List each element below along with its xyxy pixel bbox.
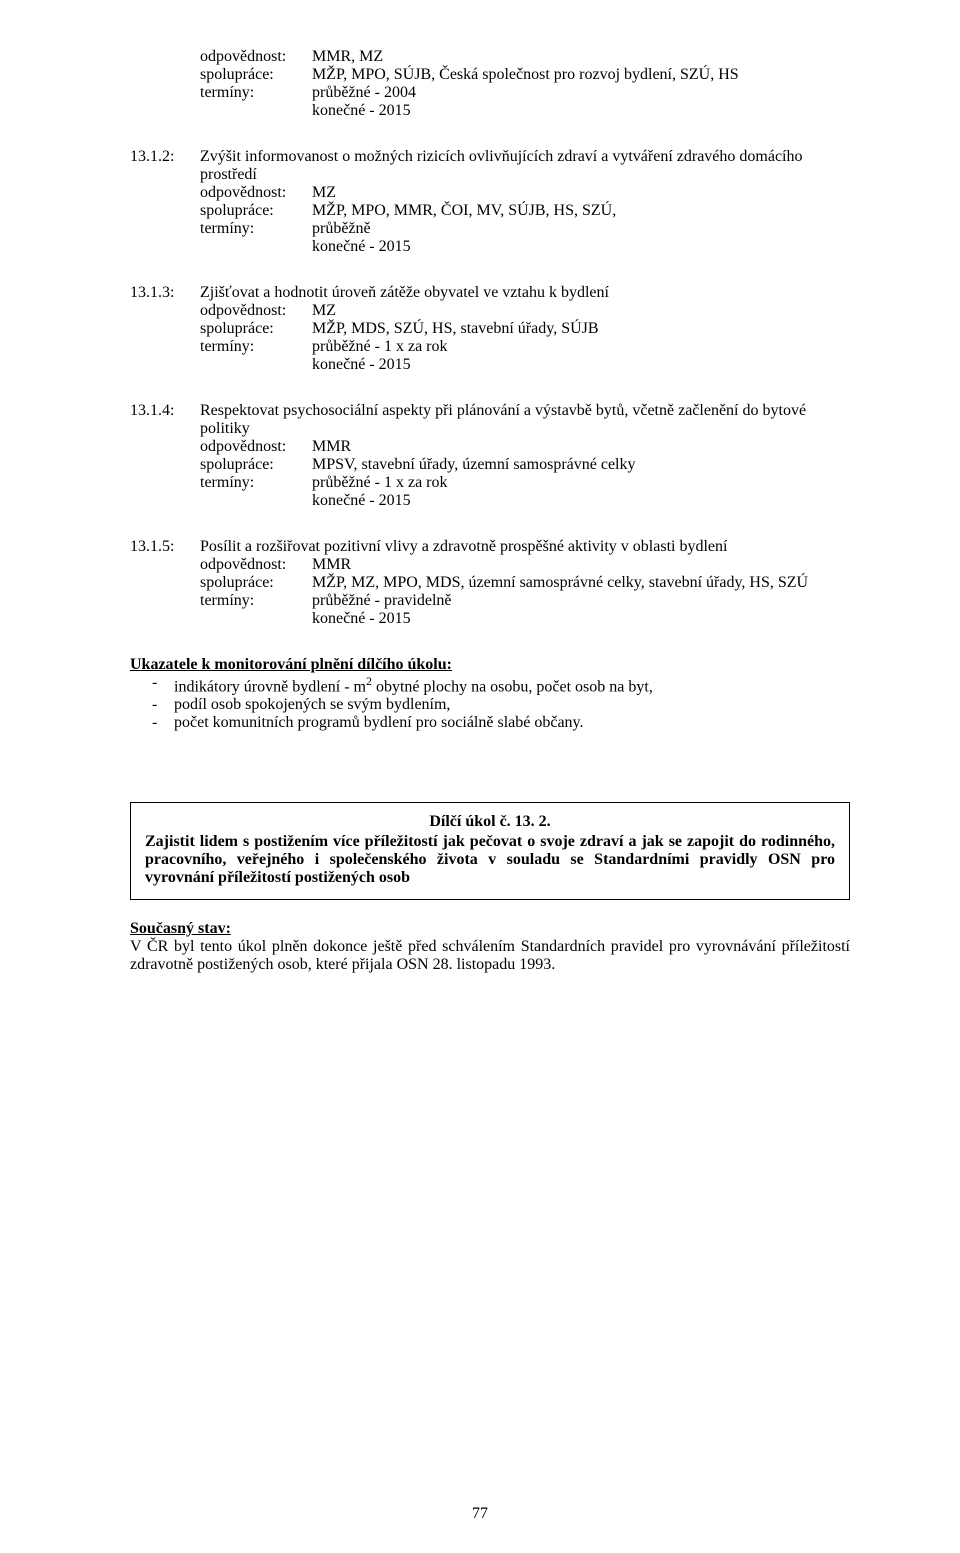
kv-row: odpovědnost: MZ — [200, 302, 850, 320]
kv-label: termíny: — [200, 592, 312, 610]
kv-value: průběžně — [312, 220, 850, 238]
entry-number: 13.1.5: — [130, 538, 200, 628]
entry-body: Posílit a rozšiřovat pozitivní vlivy a z… — [200, 538, 850, 628]
entry-body: Zvýšit informovanost o možných rizicích … — [200, 148, 850, 256]
kv-value: MMR — [312, 556, 850, 574]
entry-number: 13.1.3: — [130, 284, 200, 374]
entry-number-spacer — [130, 48, 200, 120]
kv-label: odpovědnost: — [200, 48, 312, 66]
kv-row: odpovědnost: MMR, MZ — [200, 48, 850, 66]
kv-label: odpovědnost: — [200, 184, 312, 202]
kv-row: spolupráce: MŽP, MZ, MPO, MDS, územní sa… — [200, 574, 850, 592]
kv-value: MZ — [312, 302, 850, 320]
indicators-heading: Ukazatele k monitorování plnění dílčího … — [130, 656, 850, 674]
list-item: - počet komunitních programů bydlení pro… — [152, 714, 850, 732]
kv-row: spolupráce: MŽP, MDS, SZÚ, HS, stavební … — [200, 320, 850, 338]
kv-value: průběžné - pravidelně — [312, 592, 850, 610]
li-post: obytné plochy na osobu, počet osob na by… — [372, 678, 653, 695]
list-item: - podíl osob spokojených se svým bydlení… — [152, 696, 850, 714]
entry-body-top: odpovědnost: MMR, MZ spolupráce: MŽP, MP… — [200, 48, 850, 120]
entry-13-1-3: 13.1.3: Zjišťovat a hodnotit úroveň zátě… — [130, 284, 850, 374]
kv-cont: konečné - 2015 — [312, 610, 850, 628]
kv-label: odpovědnost: — [200, 302, 312, 320]
kv-row: termíny: průběžné - 1 x za rok — [200, 474, 850, 492]
kv-label: termíny: — [200, 338, 312, 356]
task-box-title: Dílčí úkol č. 13. 2. — [145, 813, 835, 831]
kv-cont: konečné - 2015 — [312, 238, 850, 256]
dash-icon: - — [152, 674, 174, 696]
kv-row: spolupráce: MŽP, MPO, SÚJB, Česká společ… — [200, 66, 850, 84]
kv-value: MZ — [312, 184, 850, 202]
kv-value: MMR, MZ — [312, 48, 850, 66]
dash-icon: - — [152, 714, 174, 732]
kv-row: spolupráce: MŽP, MPO, MMR, ČOI, MV, SÚJB… — [200, 202, 850, 220]
page-number: 77 — [0, 1505, 960, 1523]
kv-label: spolupráce: — [200, 320, 312, 338]
kv-row: odpovědnost: MMR — [200, 438, 850, 456]
entry-number: 13.1.2: — [130, 148, 200, 256]
list-item-text: podíl osob spokojených se svým bydlením, — [174, 696, 450, 714]
li-pre: indikátory úrovně bydlení - m — [174, 678, 366, 695]
dash-icon: - — [152, 696, 174, 714]
entry-body: Zjišťovat a hodnotit úroveň zátěže obyva… — [200, 284, 850, 374]
entry-lead: Zjišťovat a hodnotit úroveň zátěže obyva… — [200, 284, 850, 302]
kv-row: spolupráce: MPSV, stavební úřady, územní… — [200, 456, 850, 474]
kv-value: průběžné - 1 x za rok — [312, 338, 850, 356]
kv-value: MŽP, MPO, SÚJB, Česká společnost pro roz… — [312, 66, 850, 84]
kv-cont: konečné - 2015 — [312, 102, 850, 120]
entry-number: 13.1.4: — [130, 402, 200, 510]
kv-value: MŽP, MPO, MMR, ČOI, MV, SÚJB, HS, SZÚ, — [312, 202, 850, 220]
kv-value: MMR — [312, 438, 850, 456]
current-state-text: V ČR byl tento úkol plněn dokonce ještě … — [130, 938, 850, 974]
kv-cont: konečné - 2015 — [312, 492, 850, 510]
entry-13-1-4: 13.1.4: Respektovat psychosociální aspek… — [130, 402, 850, 510]
entry-13-1-2: 13.1.2: Zvýšit informovanost o možných r… — [130, 148, 850, 256]
kv-label: odpovědnost: — [200, 438, 312, 456]
kv-label: spolupráce: — [200, 66, 312, 84]
kv-label: spolupráce: — [200, 574, 312, 592]
kv-label: termíny: — [200, 84, 312, 102]
entry-lead: Posílit a rozšiřovat pozitivní vlivy a z… — [200, 538, 850, 556]
kv-value: MŽP, MZ, MPO, MDS, územní samosprávné ce… — [312, 574, 850, 592]
entry-lead: Respektovat psychosociální aspekty při p… — [200, 402, 850, 438]
kv-row: odpovědnost: MMR — [200, 556, 850, 574]
entry-top: odpovědnost: MMR, MZ spolupráce: MŽP, MP… — [130, 48, 850, 120]
entry-13-1-5: 13.1.5: Posílit a rozšiřovat pozitivní v… — [130, 538, 850, 628]
li-pre: počet komunitních programů bydlení pro s… — [174, 714, 584, 731]
kv-value: průběžné - 2004 — [312, 84, 850, 102]
kv-row: odpovědnost: MZ — [200, 184, 850, 202]
kv-label: termíny: — [200, 474, 312, 492]
kv-value: MPSV, stavební úřady, územní samosprávné… — [312, 456, 850, 474]
indicators-list: - indikátory úrovně bydlení - m2 obytné … — [152, 674, 850, 732]
kv-cont: konečné - 2015 — [312, 356, 850, 374]
task-box-text: Zajistit lidem s postižením více příleži… — [145, 833, 835, 887]
current-state-heading: Současný stav: — [130, 920, 850, 938]
kv-row: termíny: průběžné - pravidelně — [200, 592, 850, 610]
kv-value: MŽP, MDS, SZÚ, HS, stavební úřady, SÚJB — [312, 320, 850, 338]
kv-label: termíny: — [200, 220, 312, 238]
li-pre: podíl osob spokojených se svým bydlením, — [174, 696, 450, 713]
entry-body: Respektovat psychosociální aspekty při p… — [200, 402, 850, 510]
kv-row: termíny: průběžné - 2004 — [200, 84, 850, 102]
kv-row: termíny: průběžně — [200, 220, 850, 238]
entry-lead: Zvýšit informovanost o možných rizicích … — [200, 148, 850, 184]
list-item-text: počet komunitních programů bydlení pro s… — [174, 714, 584, 732]
kv-label: spolupráce: — [200, 456, 312, 474]
kv-label: spolupráce: — [200, 202, 312, 220]
kv-label: odpovědnost: — [200, 556, 312, 574]
task-box: Dílčí úkol č. 13. 2. Zajistit lidem s po… — [130, 802, 850, 900]
page: odpovědnost: MMR, MZ spolupráce: MŽP, MP… — [0, 0, 960, 1553]
list-item: - indikátory úrovně bydlení - m2 obytné … — [152, 674, 850, 696]
kv-value: průběžné - 1 x za rok — [312, 474, 850, 492]
list-item-text: indikátory úrovně bydlení - m2 obytné pl… — [174, 674, 653, 696]
kv-row: termíny: průběžné - 1 x za rok — [200, 338, 850, 356]
